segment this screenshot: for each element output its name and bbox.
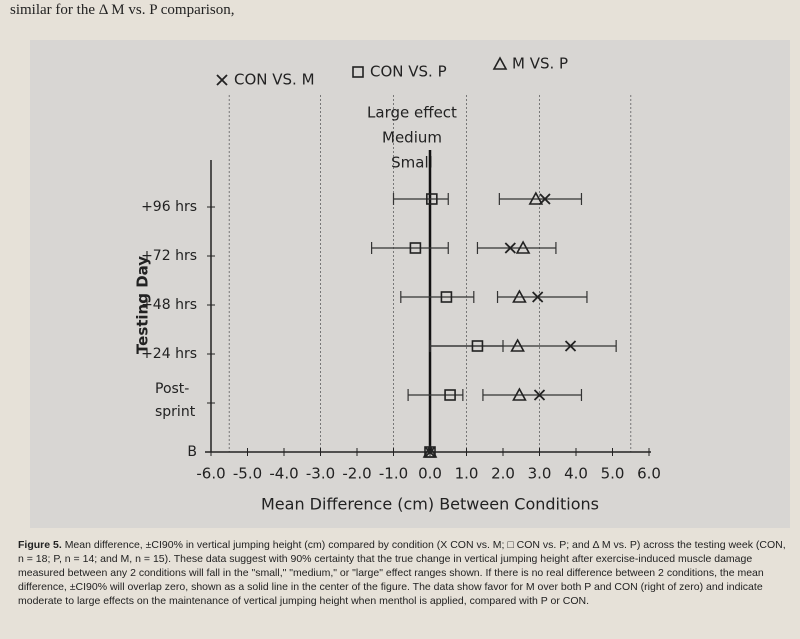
- x-tick-label: 4.0: [564, 465, 588, 483]
- effect-label: Large effect: [367, 104, 457, 122]
- ci-bar: [476, 242, 557, 254]
- marker-square: [471, 340, 484, 352]
- x-tick-label: 2.0: [491, 465, 515, 483]
- legend-label: M VS. P: [512, 55, 568, 73]
- marker-x: [216, 74, 228, 86]
- marker-triangle: [510, 338, 525, 352]
- marker-square: [352, 66, 364, 78]
- caption-label: Figure 5.: [18, 539, 62, 551]
- ci-bar: [496, 291, 588, 303]
- marker-x: [504, 242, 516, 254]
- y-tick-label: B: [187, 444, 197, 460]
- effect-label: Medium: [382, 129, 442, 147]
- x-tick-label: 0.0: [418, 465, 442, 483]
- ci-bar: [400, 291, 475, 303]
- y-tick-label: +96 hrs: [141, 199, 197, 215]
- x-tick-label: -5.0: [233, 465, 262, 483]
- x-tick-label: 1.0: [455, 465, 479, 483]
- chart-panel: [30, 40, 790, 528]
- effect-label: Small: [391, 154, 433, 172]
- label-line: Post-: [155, 381, 189, 397]
- x-tick-label: -2.0: [342, 465, 371, 483]
- x-axis-label: Mean Difference (cm) Between Conditions: [261, 495, 599, 514]
- x-tick-label: -4.0: [269, 465, 298, 483]
- x-tick-label: 3.0: [528, 465, 552, 483]
- x-tick-label: -1.0: [379, 465, 408, 483]
- x-tick-label: -3.0: [306, 465, 335, 483]
- label-line: sprint: [155, 404, 196, 420]
- y-tick-label: Post-sprint: [155, 381, 196, 420]
- marker-triangle: [492, 56, 508, 70]
- y-tick-label: +72 hrs: [141, 248, 197, 264]
- ci-bar: [392, 193, 449, 205]
- y-axis-label: Testing Day: [134, 256, 152, 354]
- page-header: similar for the Δ M vs. P comparison,: [10, 2, 235, 18]
- y-tick-label: +48 hrs: [141, 297, 197, 313]
- marker-x: [532, 291, 544, 303]
- ci-bar: [407, 389, 464, 401]
- y-tick-label: +24 hrs: [141, 346, 197, 362]
- marker-triangle: [512, 387, 527, 401]
- legend-label: CON VS. P: [370, 63, 447, 81]
- legend-label: CON VS. M: [234, 71, 315, 89]
- marker-square: [440, 291, 453, 303]
- marker-x: [564, 340, 577, 352]
- marker-square: [426, 193, 438, 205]
- marker-square: [409, 242, 422, 254]
- ci-bar: [429, 340, 504, 352]
- marker-triangle: [512, 289, 527, 303]
- marker-triangle: [515, 240, 531, 254]
- marker-x: [533, 389, 546, 401]
- x-tick-label: -6.0: [196, 465, 225, 483]
- x-tick-label: 6.0: [637, 465, 661, 483]
- caption-text: Mean difference, ±CI90% in vertical jump…: [18, 539, 786, 607]
- marker-triangle: [528, 191, 544, 205]
- x-tick-label: 5.0: [601, 465, 625, 483]
- ci-bar: [482, 389, 583, 401]
- marker-x: [424, 446, 436, 458]
- marker-square: [444, 389, 456, 401]
- ci-bar: [498, 193, 583, 205]
- caption: Figure 5. Mean difference, ±CI90% in ver…: [18, 538, 788, 608]
- marker-triangle: [422, 444, 438, 458]
